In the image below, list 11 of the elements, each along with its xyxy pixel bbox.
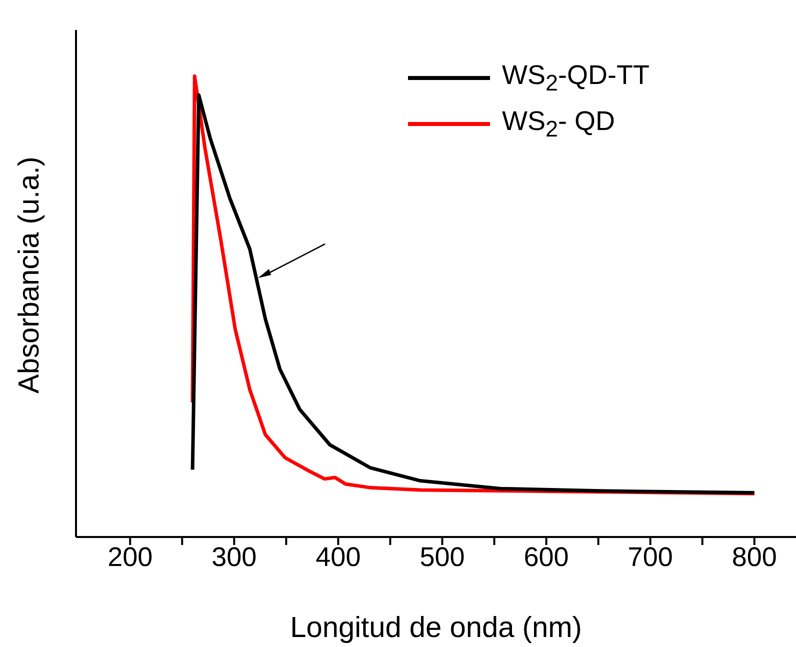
x-tick-label: 700	[628, 542, 673, 572]
x-tick-label: 500	[420, 542, 465, 572]
x-tick-label: 600	[524, 542, 569, 572]
x-tick-label: 200	[108, 542, 153, 572]
x-tick-label: 400	[316, 542, 361, 572]
legend-label: WS$_{2}$- QD	[502, 106, 616, 142]
x-tick-label: 300	[212, 542, 257, 572]
legend-label: WS$_{2}$-QD-TT	[502, 60, 650, 96]
x-tick-label: 800	[732, 542, 777, 572]
y-axis-title: Absorbancia (u.a.)	[13, 156, 46, 394]
x-axis-title: Longitud de onda (nm)	[290, 612, 582, 644]
